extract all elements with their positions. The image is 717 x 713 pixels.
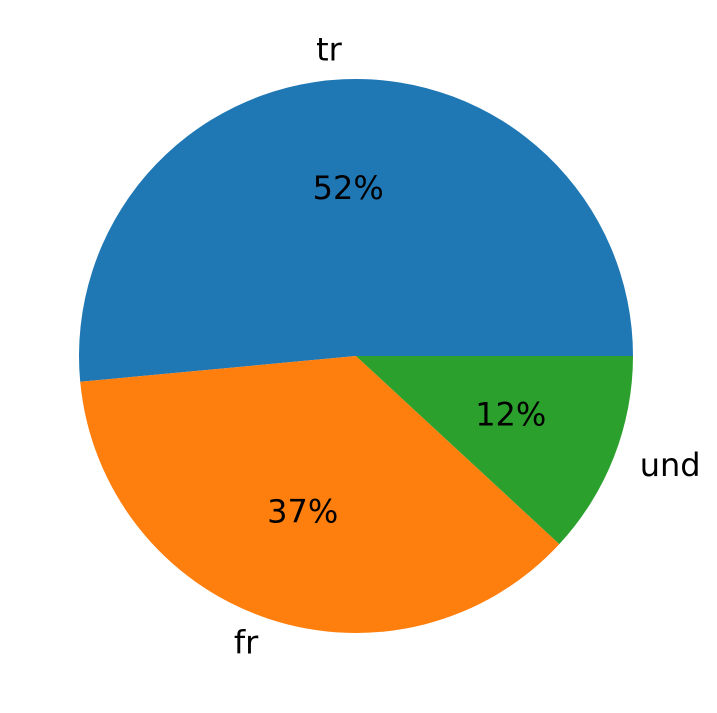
value-label: 12% — [475, 396, 546, 434]
value-label: 37% — [267, 492, 338, 530]
slice-label: und — [640, 446, 701, 484]
pie-slice — [78, 78, 634, 382]
value-label: 52% — [313, 169, 384, 207]
slice-label: tr — [316, 31, 343, 69]
slice-label: fr — [234, 624, 259, 662]
pie-slice — [356, 356, 633, 545]
pie-slice — [80, 356, 560, 634]
